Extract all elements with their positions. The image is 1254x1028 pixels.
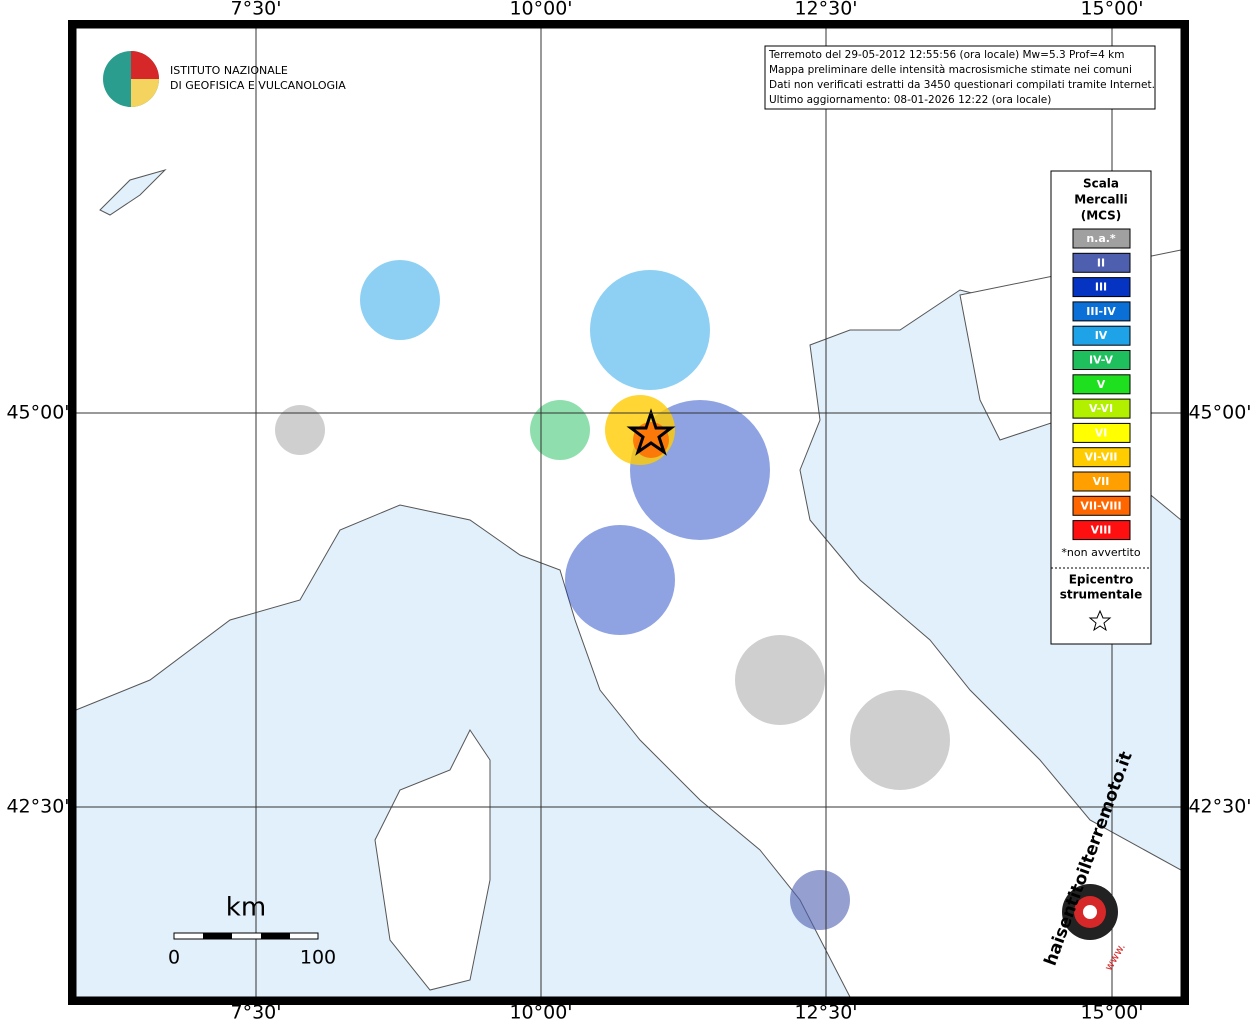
legend-swatch bbox=[1072, 252, 1131, 273]
legend-star bbox=[1088, 609, 1112, 632]
legend-swatch bbox=[1072, 520, 1131, 541]
scale-bar: km 0 100 bbox=[168, 893, 336, 969]
axis-labels: 7°30' 7°30' 10°00' 10°00' 12°30' 12°30' 15°00'… bbox=[6, 0, 1251, 1024]
area bbox=[735, 635, 825, 725]
area bbox=[590, 270, 710, 390]
scale-unit: km bbox=[226, 893, 266, 923]
legend-swatch bbox=[1072, 350, 1131, 370]
lon-label: 7°30' bbox=[231, 1002, 282, 1024]
info-line: Dati non verificati estratti da 3450 que… bbox=[769, 79, 1155, 91]
site-logo-circle bbox=[1083, 905, 1097, 919]
logo-globe-part bbox=[131, 51, 159, 79]
area bbox=[360, 260, 440, 340]
logo-globe-part bbox=[131, 79, 159, 107]
legend-label: VI-VII bbox=[1084, 451, 1117, 464]
legend-label: VIII bbox=[1091, 524, 1112, 537]
epicenter-star bbox=[626, 408, 676, 456]
legend-label: V bbox=[1097, 378, 1106, 391]
legend-swatch bbox=[1072, 398, 1131, 419]
lat-label: 42°30' bbox=[6, 796, 69, 818]
area bbox=[530, 400, 590, 460]
scale-bar-seg bbox=[203, 933, 232, 939]
area bbox=[275, 405, 325, 455]
frame-inner bbox=[75, 27, 1182, 998]
legend-label: IV bbox=[1095, 329, 1108, 342]
lon-label: 10°00' bbox=[509, 0, 572, 20]
lat-label: 45°00' bbox=[1188, 402, 1251, 424]
legend-title: (MCS) bbox=[1081, 209, 1122, 223]
legend-label: II bbox=[1097, 256, 1105, 269]
lon-label: 12°30' bbox=[794, 1002, 857, 1024]
area bbox=[850, 690, 950, 790]
legend-epicenter: strumentale bbox=[1060, 588, 1143, 602]
legend-label: V-VI bbox=[1089, 402, 1113, 415]
legend-note: *non avvertito bbox=[1061, 546, 1140, 559]
frame bbox=[68, 20, 1189, 1005]
scale-label: 0 bbox=[168, 947, 180, 969]
legend-swatch bbox=[1072, 374, 1131, 395]
scale-bar-rect bbox=[173, 932, 319, 940]
legend-swatch bbox=[1072, 228, 1131, 249]
info-text: Terremoto del 29-05-2012 12:55:56 (ora l… bbox=[768, 49, 1155, 106]
legend-title: Mercalli bbox=[1074, 193, 1128, 207]
area bbox=[565, 525, 675, 635]
lon-label: 12°30' bbox=[794, 0, 857, 20]
scale-label: 100 bbox=[300, 947, 336, 969]
legend-label: III-IV bbox=[1086, 305, 1116, 318]
legend-label: IV-V bbox=[1089, 354, 1114, 367]
info-box bbox=[764, 45, 1156, 110]
info-line: Terremoto del 29-05-2012 12:55:56 (ora l… bbox=[768, 49, 1124, 61]
scale-bar-seg bbox=[261, 933, 290, 939]
lon-label: 15°00' bbox=[1080, 1002, 1143, 1024]
legend: ScalaMercalli(MCS)n.a.*IIIIIIII-IVIVIV-V… bbox=[1051, 177, 1151, 632]
info-line: Mappa preliminare delle intensità macros… bbox=[769, 64, 1132, 76]
intensity-areas bbox=[275, 260, 950, 930]
legend-label: III bbox=[1095, 281, 1107, 294]
legend-swatch bbox=[1072, 422, 1131, 443]
legend-swatch bbox=[1072, 471, 1131, 492]
legend-title: Scala bbox=[1083, 177, 1119, 191]
logo-text: DI GEOFISICA E VULCANOLOGIA bbox=[170, 79, 346, 92]
ingv-logo: ISTITUTO NAZIONALE DI GEOFISICA E VULCAN… bbox=[103, 51, 346, 107]
legend-epicenter: Epicentro bbox=[1069, 573, 1134, 587]
logo-text: ISTITUTO NAZIONALE bbox=[170, 64, 288, 77]
legend-swatch bbox=[1072, 325, 1131, 346]
lat-label: 45°00' bbox=[6, 402, 69, 424]
legend-label: n.a.* bbox=[1086, 232, 1116, 245]
legend-swatch bbox=[1072, 447, 1131, 468]
info-line: Ultimo aggiornamento: 08-01-2026 12:22 (… bbox=[769, 94, 1051, 106]
lon-label: 10°00' bbox=[509, 1002, 572, 1024]
legend-swatch bbox=[1072, 495, 1131, 516]
legend-swatch bbox=[1072, 277, 1131, 298]
corsica bbox=[374, 729, 491, 991]
lat-label: 42°30' bbox=[1188, 796, 1251, 818]
area bbox=[790, 870, 850, 930]
lake bbox=[99, 168, 167, 216]
legend-label: VI bbox=[1095, 426, 1108, 439]
legend-label: VII bbox=[1093, 475, 1110, 488]
lon-label: 15°00' bbox=[1080, 0, 1143, 20]
legend-label: VII-VIII bbox=[1080, 499, 1121, 512]
lon-label: 7°30' bbox=[231, 0, 282, 20]
legend-swatch bbox=[1072, 301, 1131, 322]
